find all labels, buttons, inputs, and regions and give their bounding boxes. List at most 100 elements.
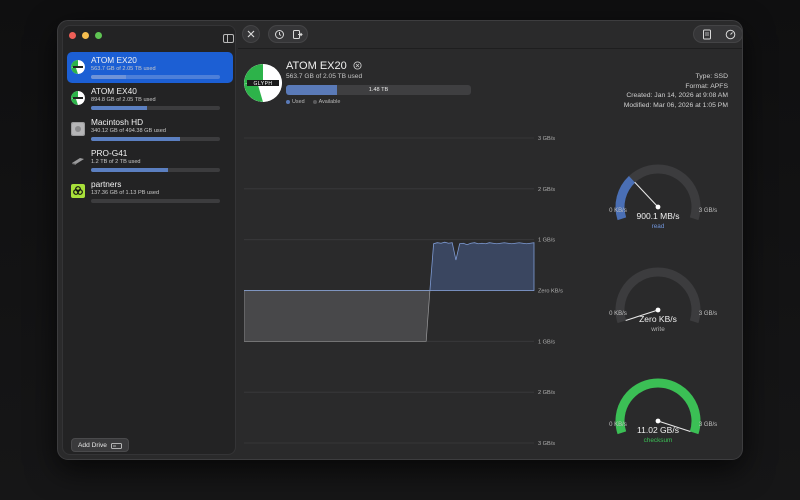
drive-name: partners — [91, 179, 122, 189]
gauge-caption: read — [652, 223, 665, 230]
drive-created: Created: Jan 14, 2026 at 9:08 AM — [626, 92, 728, 100]
write-series-area — [244, 290, 534, 342]
gauge-min-label: 0 KB/s — [609, 311, 627, 317]
zoom-window-button[interactable] — [95, 32, 102, 39]
chart-tick-label: Zero KB/s — [538, 289, 563, 295]
throughput-chart: 3 GB/s 2 GB/s 1 GB/s Zero KB/s 1 GB/s 2 GB/s 3… — [244, 136, 563, 447]
drive-usage-bar — [91, 106, 220, 110]
network-drive-icon — [71, 184, 85, 198]
drive-usage-fill — [91, 137, 180, 141]
main-panel: GLYPH ATOM EX20 563.7 GB of 2.05 TB used… — [238, 21, 742, 459]
drive-usage-bar — [91, 168, 220, 172]
glyph-drive-icon — [71, 60, 85, 74]
gauge-track — [615, 267, 701, 324]
drive-usage-summary: 563.7 GB of 2.05 TB used — [286, 73, 363, 80]
legend-available: Available — [312, 99, 341, 105]
gauge-min-label: 0 KB/s — [609, 208, 627, 214]
chart-tick-label: 3 GB/s — [538, 136, 555, 142]
history-icon[interactable] — [274, 29, 285, 40]
gauge-read: 0 KB/s 3 GB/s 900.1 MB/s read — [609, 164, 717, 230]
gauge-max-label: 3 GB/s — [699, 208, 717, 214]
gauge-hub — [655, 418, 661, 424]
chart-tick-label: 1 GB/s — [538, 339, 555, 345]
drive-plus-icon — [111, 442, 122, 449]
drive-modified: Modified: Mar 06, 2026 at 1:05 PM — [623, 101, 728, 109]
drive-usage-text: 894.8 GB of 2.05 TB used — [91, 97, 156, 103]
gauge-caption: write — [650, 326, 665, 333]
drive-usage-bar — [91, 137, 220, 141]
drive-usage-bar — [91, 75, 220, 79]
legend-used-label: Used — [292, 99, 305, 105]
drive-info: Type: SSD Format: APFS Created: Jan 14, … — [624, 72, 728, 110]
drive-usage-text: 563.7 GB of 2.05 TB used — [91, 66, 156, 72]
gauge-fill — [615, 176, 636, 221]
gauge-hub — [655, 204, 661, 210]
drive-name: Macintosh HD — [91, 117, 144, 127]
add-drive-button[interactable]: Add Drive — [71, 438, 129, 452]
drive-type: Type: SSD — [695, 73, 729, 80]
capacity-legend: Used Available — [286, 99, 340, 105]
drive-logo: GLYPH — [244, 64, 282, 102]
drive-item[interactable]: Macintosh HD 340.12 GB of 494.38 GB used — [67, 114, 233, 145]
minimize-window-button[interactable] — [82, 32, 89, 39]
eject-icon[interactable] — [292, 29, 303, 40]
legend-used: Used — [286, 99, 305, 105]
portable-ssd-icon — [71, 153, 85, 167]
gauge-needle — [625, 309, 659, 322]
gauge-write: 0 KB/s 3 GB/s Zero KB/s write — [609, 267, 717, 333]
gauge-hub — [655, 307, 661, 313]
close-icon[interactable] — [242, 25, 260, 43]
gauge-checksum: 0 KB/s 3 GB/s 11.02 GB/s checksum — [609, 378, 717, 444]
gauge-value: 11.02 GB/s — [637, 425, 679, 435]
read-series-area — [244, 241, 535, 291]
drive-usage-fill — [91, 168, 169, 172]
drive-item[interactable]: ATOM EX40 894.8 GB of 2.05 TB used — [67, 83, 233, 114]
drive-title-text: ATOM EX20 — [286, 60, 347, 72]
capacity-available-label: 1.48 TB — [368, 87, 389, 93]
chart-tick-label: 2 GB/s — [538, 390, 555, 396]
drive-title: ATOM EX20 — [286, 60, 362, 72]
drive-item[interactable]: partners 137.36 GB of 1.13 PB used — [67, 176, 233, 207]
close-window-button[interactable] — [69, 32, 76, 39]
gauge-max-label: 3 GB/s — [699, 311, 717, 317]
gauge-needle — [634, 181, 659, 208]
legend-available-label: Available — [318, 99, 341, 105]
capacity-used-fill — [286, 85, 337, 95]
window-controls — [69, 32, 102, 39]
report-icon[interactable] — [702, 29, 712, 40]
drive-usage-fill — [91, 106, 148, 110]
sidebar: ATOM EX20 563.7 GB of 2.05 TB used ATOM … — [62, 25, 236, 455]
speedometer-icon[interactable] — [725, 29, 736, 40]
gauges-panel: 0 KB/s 3 GB/s 900.1 MB/s read 0 KB/s 3 GB/s Ze… — [578, 133, 742, 453]
drive-name: ATOM EX40 — [91, 86, 137, 96]
toolbar-right-group — [693, 25, 742, 43]
gauge-value: Zero KB/s — [639, 314, 677, 324]
drive-usage-text: 340.12 GB of 494.38 GB used — [91, 128, 166, 134]
svg-text:GLYPH: GLYPH — [253, 81, 272, 87]
sidebar-toggle-icon[interactable] — [223, 34, 234, 43]
chart-tick-label: 1 GB/s — [538, 238, 555, 244]
add-drive-label: Add Drive — [78, 441, 107, 449]
gauge-needle — [657, 420, 691, 433]
drive-usage-text: 137.36 GB of 1.13 PB used — [91, 190, 160, 196]
gauge-fill — [615, 378, 701, 435]
internal-disk-icon — [71, 122, 85, 136]
drive-list: ATOM EX20 563.7 GB of 2.05 TB used ATOM … — [67, 52, 233, 207]
gauge-min-label: 0 KB/s — [609, 422, 627, 428]
drive-usage-fill — [91, 75, 127, 79]
gauge-max-label: 3 GB/s — [699, 422, 717, 428]
drive-format: Format: APFS — [685, 82, 728, 90]
drive-item[interactable]: PRO-G41 1.2 TB of 2 TB used — [67, 145, 233, 176]
header-divider — [238, 48, 742, 49]
drive-usage-text: 1.2 TB of 2 TB used — [91, 159, 141, 165]
gauge-value: 900.1 MB/s — [637, 211, 680, 221]
toolbar-group — [268, 25, 308, 43]
glyph-drive-icon — [71, 91, 85, 105]
app-window: ATOM EX20 563.7 GB of 2.05 TB used ATOM … — [57, 20, 743, 460]
drive-name: ATOM EX20 — [91, 55, 137, 65]
capacity-bar: 1.48 TB — [286, 85, 471, 95]
gauge-caption: checksum — [644, 437, 673, 444]
info-icon[interactable] — [353, 61, 362, 70]
chart-tick-label: 3 GB/s — [538, 441, 555, 447]
drive-item[interactable]: ATOM EX20 563.7 GB of 2.05 TB used — [67, 52, 233, 83]
